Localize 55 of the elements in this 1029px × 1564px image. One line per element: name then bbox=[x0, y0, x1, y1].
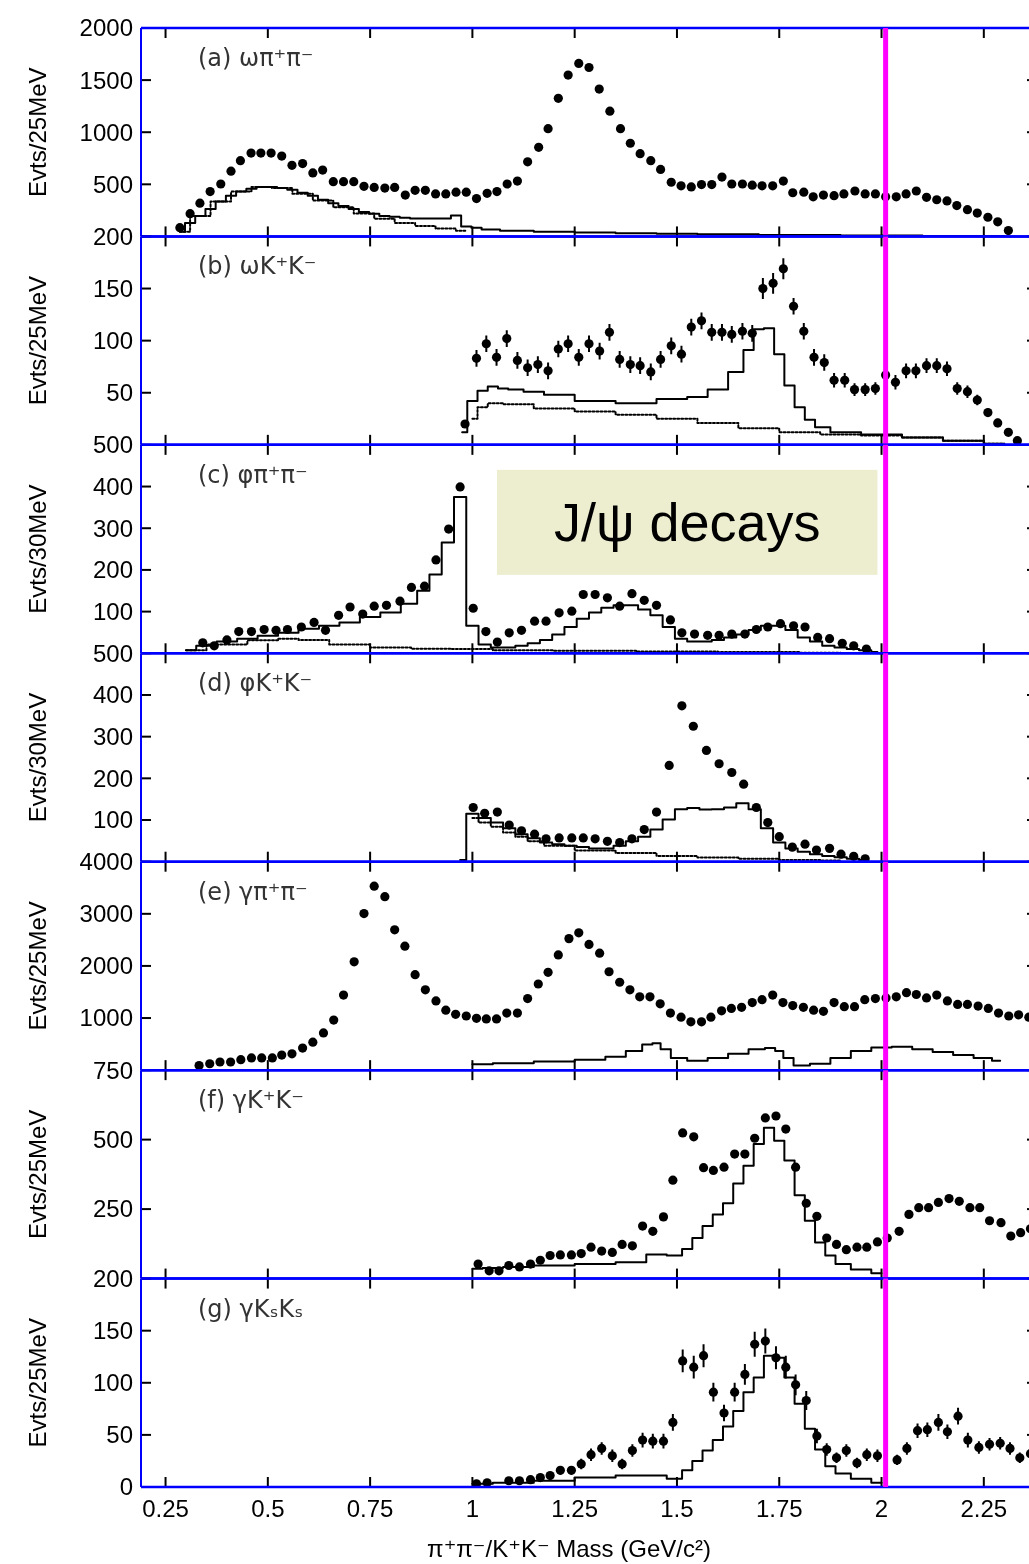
y-tick-label: 500 bbox=[92, 1126, 133, 1154]
y-tick-label: 1000 bbox=[79, 118, 133, 146]
x-axis-title: π⁺π⁻/K⁺K⁻ Mass (GeV/c²) bbox=[427, 1535, 711, 1562]
x-tick-label: 1 bbox=[465, 1495, 480, 1522]
y-tick-label: 200 bbox=[92, 764, 133, 792]
y-tick-label: 150 bbox=[92, 1317, 133, 1345]
y-tick-label: 2000 bbox=[79, 952, 133, 980]
y-tick-label: 4000 bbox=[79, 848, 133, 876]
y-axis-title: Evts/25MeV bbox=[24, 275, 51, 406]
y-tick-label: 0 bbox=[119, 1473, 133, 1501]
x-tick-label: 0.5 bbox=[251, 1495, 285, 1522]
y-tick-label: 200 bbox=[92, 222, 133, 250]
y-tick-label: 2000 bbox=[79, 14, 133, 42]
y-tick-label: 150 bbox=[92, 274, 133, 302]
y-tick-label: 250 bbox=[92, 1195, 133, 1223]
x-tick-label: 2 bbox=[874, 1495, 889, 1522]
y-tick-label: 500 bbox=[92, 639, 133, 667]
y-tick-label: 1500 bbox=[79, 66, 133, 94]
y-tick-label: 1000 bbox=[79, 1004, 133, 1032]
annotation: (d) φK⁺K⁻ bbox=[198, 669, 313, 698]
y-tick-label: 300 bbox=[92, 723, 133, 751]
annotation: (g) γKₛKₛ bbox=[198, 1294, 304, 1323]
annotation: (e) γπ⁺π⁻ bbox=[198, 877, 308, 906]
y-axis-title: Evts/25MeV bbox=[24, 1109, 51, 1240]
y-axis-title: Evts/25MeV bbox=[24, 901, 51, 1031]
x-tick-label: 0.25 bbox=[142, 1495, 189, 1522]
y-tick-label: 3000 bbox=[79, 900, 133, 928]
annotation: (a) ωπ⁺π⁻ bbox=[198, 44, 314, 72]
x-tick-label: 1.5 bbox=[660, 1495, 694, 1522]
y-tick-label: 400 bbox=[92, 472, 133, 500]
y-tick-label: 500 bbox=[92, 170, 133, 198]
annotation: (b) ωK⁺K⁻ bbox=[198, 252, 317, 281]
y-tick-label: 100 bbox=[92, 1369, 133, 1397]
x-tick-label: 0.75 bbox=[346, 1495, 394, 1522]
y-tick-label: 50 bbox=[106, 379, 133, 407]
y-tick-label: 400 bbox=[92, 681, 133, 709]
y-tick-label: 100 bbox=[92, 327, 133, 355]
y-tick-label: 100 bbox=[92, 598, 133, 625]
x-tick-label: 2.25 bbox=[960, 1495, 1008, 1522]
y-tick-label: 50 bbox=[106, 1421, 133, 1449]
annotation: (f) γK⁺K⁻ bbox=[198, 1086, 304, 1115]
y-axis-title: Evts/30MeV bbox=[24, 692, 51, 823]
y-tick-label: 200 bbox=[92, 556, 133, 584]
y-axis-title: Evts/25MeV bbox=[24, 1318, 51, 1448]
y-axis-title: Evts/30MeV bbox=[24, 484, 51, 614]
y-axis-title: Evts/25MeV bbox=[24, 67, 51, 197]
y-tick-label: 500 bbox=[92, 431, 133, 459]
annotation: (c) φπ⁺π⁻ bbox=[198, 460, 308, 489]
x-tick-label: 1.75 bbox=[755, 1495, 803, 1522]
y-tick-label: 750 bbox=[92, 1056, 133, 1084]
annotation: J/ψ decays bbox=[553, 492, 821, 553]
y-tick-label: 300 bbox=[92, 514, 133, 542]
y-tick-label: 100 bbox=[92, 806, 133, 834]
y-tick-label: 200 bbox=[92, 1264, 133, 1292]
x-tick-label: 1.25 bbox=[551, 1495, 599, 1522]
